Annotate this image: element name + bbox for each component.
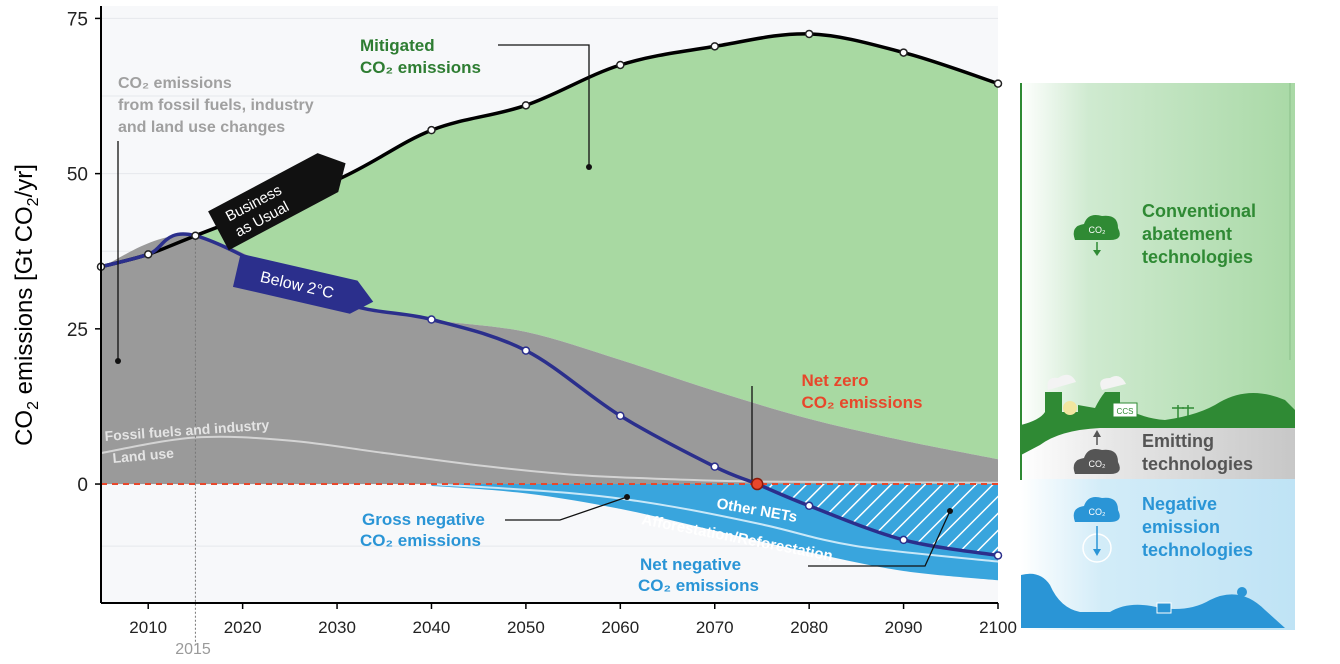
- label-mitigated-1: Mitigated: [360, 36, 435, 55]
- label-fossil-3: and land use changes: [118, 119, 285, 136]
- y-tick-labels: 0 25 50 75: [67, 9, 101, 496]
- bau-point: [993, 79, 1003, 88]
- mitigated-area: [195, 33, 998, 460]
- nuclear-icon: [1063, 401, 1077, 415]
- bau-point: [191, 231, 200, 240]
- bau-point: [521, 101, 531, 110]
- y-tick-label: 75: [67, 9, 88, 30]
- x-tick-label: 2060: [601, 618, 639, 637]
- x-tick-labels: 2010 2020 2030 2040 2050 2060 2070 2080 2090 2100: [129, 603, 1017, 637]
- x-tick-label: 2070: [696, 618, 734, 637]
- panel-conventional-3: technologies: [1142, 247, 1253, 267]
- smoke-plume-2: [1100, 376, 1126, 390]
- bau-point: [143, 250, 153, 259]
- x-tick-label: 2050: [507, 618, 545, 637]
- reference-year-label: 2015: [175, 641, 211, 658]
- x-tick-label: 2090: [885, 618, 923, 637]
- facility-icon: [1156, 602, 1172, 614]
- panel-negative-3: technologies: [1142, 540, 1253, 560]
- label-net-zero-1: Net zero: [801, 371, 868, 390]
- b2c-point: [993, 551, 1003, 560]
- x-tick-label: 2040: [413, 618, 451, 637]
- cloud-co2-icon-conventional: CO₂: [1073, 215, 1120, 256]
- x-tick-label: 2100: [979, 618, 1017, 637]
- label-mitigated-2: CO₂ emissions: [360, 58, 481, 77]
- panel-negative-2: emission: [1142, 517, 1220, 537]
- b2c-point: [899, 535, 908, 545]
- panel-conventional-2: abatement: [1142, 224, 1232, 244]
- panel-conventional-1: Conventional: [1142, 201, 1256, 221]
- cloud-co2-text-2: CO₂: [1089, 459, 1107, 469]
- x-tick-label: 2010: [129, 618, 167, 637]
- label-net-negative-2: CO₂ emissions: [638, 576, 759, 595]
- panel-conventional-band: [1020, 83, 1295, 428]
- label-net-negative-1: Net negative: [640, 555, 741, 574]
- wind-turbine-icon: [1172, 405, 1194, 420]
- y-tick-label: 50: [67, 165, 88, 186]
- afforestation-boundary-line: [431, 483, 999, 563]
- ccs-label: CCS: [1117, 407, 1134, 416]
- label-fossil-2: from fossil fuels, industry: [118, 97, 314, 114]
- cloud-co2-text-1: CO₂: [1089, 225, 1107, 235]
- ccs-box: [1112, 402, 1138, 418]
- bau-point: [804, 29, 814, 39]
- b2c-point: [521, 346, 531, 355]
- panel-negative-1: Negative: [1142, 494, 1217, 514]
- b2c-point: [616, 411, 625, 420]
- panel-emitting-2: technologies: [1142, 454, 1253, 474]
- net-zero-point: [750, 477, 764, 491]
- side-panel: CCS CO₂ Conventional abatement technolog…: [1020, 83, 1295, 630]
- tree-icon: [1237, 587, 1247, 597]
- b2c-point: [427, 315, 436, 324]
- cloud-co2-icon-negative: CO₂: [1073, 497, 1120, 563]
- y-axis-title: CO2 emissions [Gt CO2/yr]: [11, 164, 42, 446]
- smoke-plume: [1047, 374, 1076, 390]
- negative-landscape-silhouette: [1021, 573, 1285, 628]
- label-gross-negative-2: CO₂ emissions: [360, 531, 481, 550]
- x-tick-label: 2030: [318, 618, 356, 637]
- annotation-leaders: [117, 44, 951, 567]
- x-tick-label: 2020: [224, 618, 262, 637]
- bau-point: [427, 125, 436, 135]
- x-tick-label: 2080: [790, 618, 828, 637]
- y-tick-label: 0: [77, 475, 88, 496]
- cloud-co2-text-3: CO₂: [1089, 507, 1107, 517]
- label-land-use: Land use: [112, 445, 175, 466]
- annotation-dots: [115, 164, 953, 514]
- bau-point: [616, 60, 625, 70]
- b2c-point: [804, 501, 814, 511]
- b2c-point: [710, 462, 719, 471]
- bau-point: [899, 48, 908, 57]
- panel-emitting-1: Emitting: [1142, 431, 1214, 451]
- label-net-zero-2: CO₂ emissions: [802, 393, 923, 412]
- label-fossil-1: CO₂ emissions: [118, 75, 232, 92]
- bau-point: [710, 42, 719, 51]
- cloud-co2-icon-emitting: CO₂: [1073, 430, 1120, 474]
- panel-emitting-band: [1020, 428, 1295, 479]
- y-tick-label: 25: [67, 320, 88, 341]
- label-gross-negative-1: Gross negative: [362, 510, 485, 529]
- industrial-landscape-silhouette: [1021, 392, 1295, 455]
